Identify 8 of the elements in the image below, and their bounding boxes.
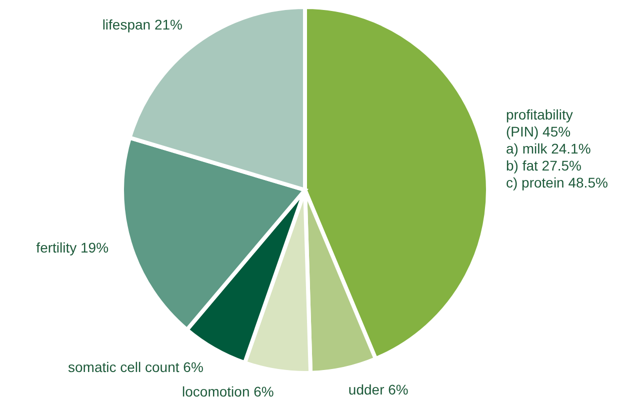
slice-label: fertility 19%: [36, 240, 109, 256]
slice-label: udder 6%: [348, 381, 408, 398]
text: b) fat 27.5%: [506, 158, 582, 174]
text: c) protein 48.5%: [506, 174, 608, 191]
slice-label: lifespan 21%: [102, 16, 182, 33]
slice-label: somatic cell count 6%: [68, 359, 204, 376]
slice-label: locomotion 6%: [182, 384, 274, 400]
text: a) milk 24.1%: [506, 140, 591, 157]
